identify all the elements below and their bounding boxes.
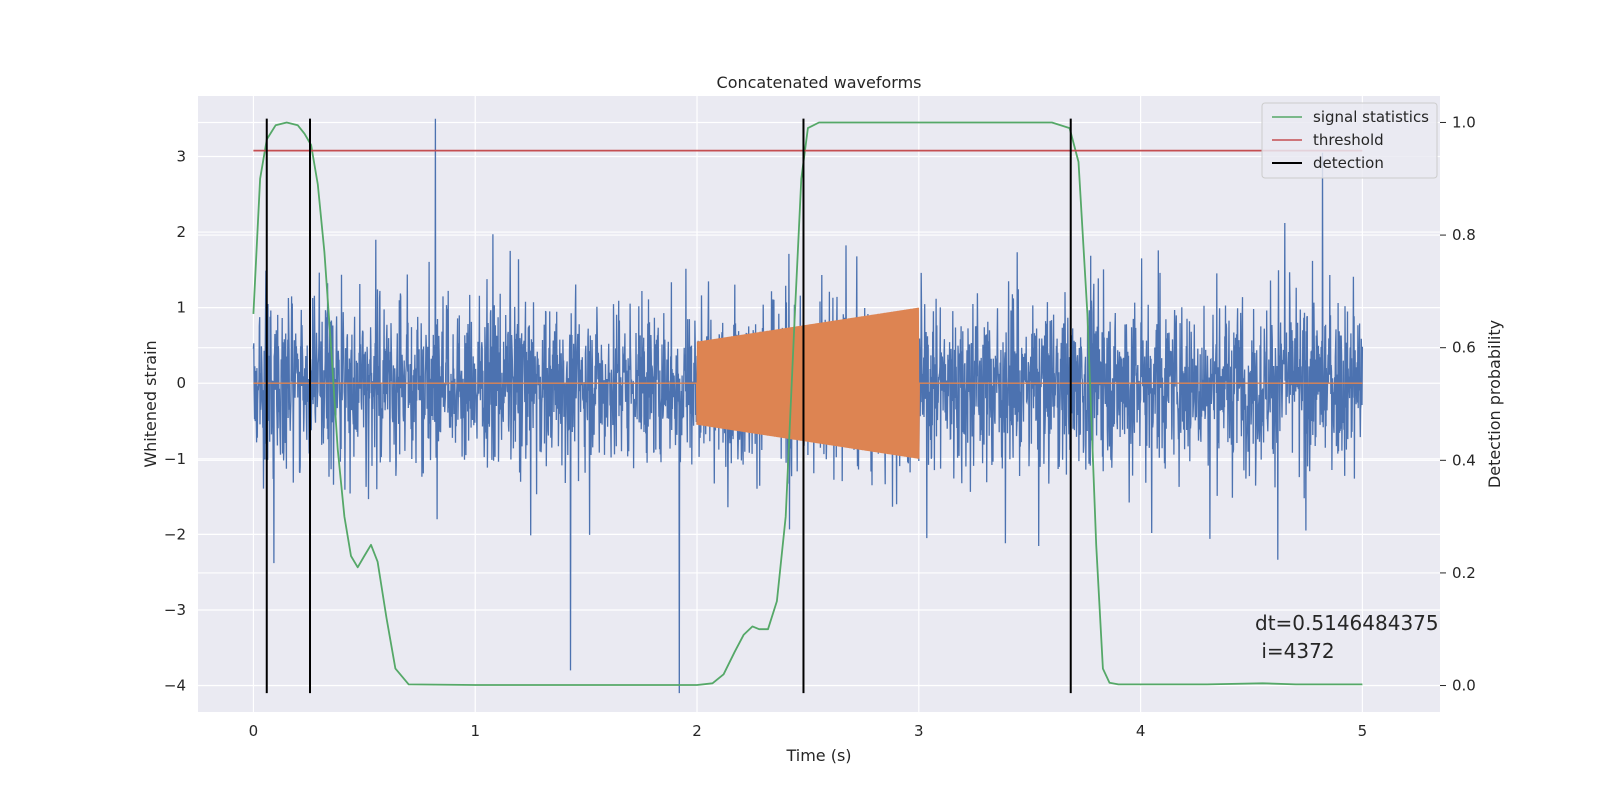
y-axis-label: Whitened strain <box>141 340 160 467</box>
y-ticks: −4 −3 −2 −1 0 1 2 3 <box>164 147 186 694</box>
x-tick-label-4: 4 <box>1136 722 1146 740</box>
y2-axis-label: Detection probability <box>1485 320 1504 488</box>
legend: signal statistics threshold detection <box>1261 102 1438 179</box>
x-tick-label-5: 5 <box>1358 722 1368 740</box>
y2-tick-label-3: 0.6 <box>1452 339 1476 357</box>
y-tick-label-0: −4 <box>164 677 186 695</box>
y2-tick-label-2: 0.4 <box>1452 451 1476 469</box>
series-whitened-strain-noise <box>252 118 1364 694</box>
y2-tick-label-0: 0.0 <box>1452 677 1476 695</box>
y2-tick-label-4: 0.8 <box>1452 226 1476 244</box>
series-layer <box>252 118 1364 694</box>
legend-box <box>1261 102 1438 179</box>
y-tick-label-3: −1 <box>164 450 186 468</box>
y2-tick-label-5: 1.0 <box>1452 113 1476 131</box>
y2-ticks: 0.0 0.2 0.4 0.6 0.8 1.0 <box>1440 113 1476 695</box>
y-tick-label-4: 0 <box>176 374 186 392</box>
chart-title: Concatenated waveforms <box>717 73 922 92</box>
y-tick-label-2: −2 <box>164 525 186 543</box>
x-ticks: 0 1 2 3 4 5 <box>249 722 1367 740</box>
x-tick-label-2: 2 <box>692 722 702 740</box>
series-signal-statistics <box>252 121 1363 686</box>
y-tick-label-6: 2 <box>176 223 186 241</box>
x-tick-label-3: 3 <box>914 722 924 740</box>
y2-tick-label-1: 0.2 <box>1452 564 1476 582</box>
series-waveform-chirp <box>253 307 1363 459</box>
y-tick-label-7: 3 <box>176 147 186 165</box>
y-tick-label-5: 1 <box>176 299 186 317</box>
y-tick-label-1: −3 <box>164 601 186 619</box>
annotation-dt: dt=0.5146484375 <box>1255 611 1439 635</box>
legend-label-signal-statistics: signal statistics <box>1313 108 1429 126</box>
annotation-i: i=4372 <box>1255 639 1335 663</box>
x-tick-label-0: 0 <box>249 722 259 740</box>
x-axis-label: Time (s) <box>785 746 851 765</box>
x-tick-label-1: 1 <box>470 722 480 740</box>
legend-label-threshold: threshold <box>1313 131 1384 149</box>
legend-label-detection: detection <box>1313 154 1384 172</box>
